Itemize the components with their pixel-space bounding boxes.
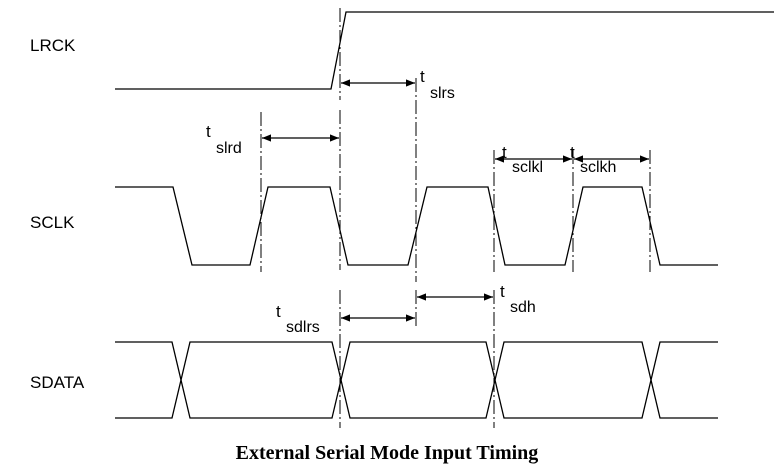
timing-label: tsclkl bbox=[502, 143, 543, 176]
timing-label: tslrs bbox=[420, 67, 455, 102]
lrck-wave bbox=[115, 11, 774, 90]
caption: External Serial Mode Input Timing bbox=[236, 442, 539, 464]
sclk-wave bbox=[115, 186, 718, 266]
signal-label: SDATA bbox=[30, 373, 85, 392]
timing-label: tsdlrs bbox=[276, 302, 320, 336]
timing-label: tsclkh bbox=[570, 143, 616, 176]
signal-label: LRCK bbox=[30, 36, 76, 55]
sdata-wave bbox=[115, 341, 718, 419]
timing-label: tsdh bbox=[500, 282, 536, 316]
sdata-wave bbox=[115, 341, 718, 419]
signal-label: SCLK bbox=[30, 213, 75, 232]
timing-label: tslrd bbox=[206, 122, 242, 157]
